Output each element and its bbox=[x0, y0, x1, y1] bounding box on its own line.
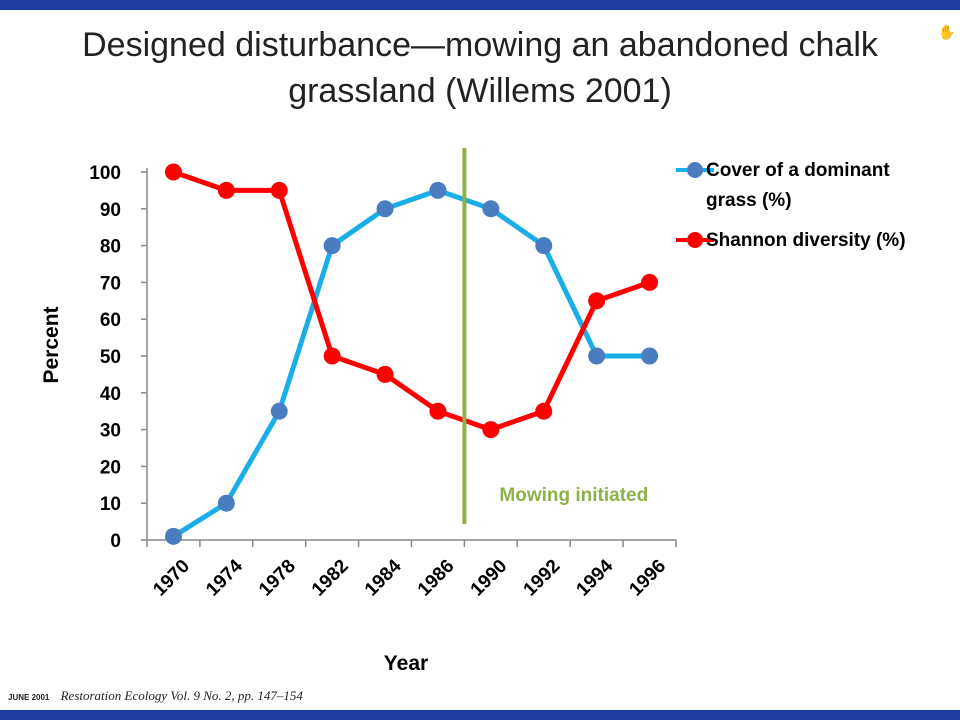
x-tick-label: 1982 bbox=[308, 556, 353, 601]
diversity-data-point bbox=[482, 421, 500, 439]
x-tick-label: 1978 bbox=[255, 556, 300, 601]
citation: JUNE 2001 Restoration Ecology Vol. 9 No.… bbox=[8, 688, 303, 704]
chart-axes bbox=[141, 168, 677, 547]
top-frame-bar bbox=[0, 0, 960, 10]
y-axis-title: Percent bbox=[40, 306, 63, 383]
mowing-marker-group: Mowing initiated bbox=[462, 148, 648, 524]
cover-data-point bbox=[323, 237, 341, 255]
x-tick-label: 1994 bbox=[572, 555, 617, 600]
x-tick-label: 1974 bbox=[202, 555, 247, 600]
slide-title-line-1: Designed disturbance—mowing an abandoned… bbox=[82, 26, 878, 64]
diversity-data-point bbox=[270, 181, 288, 199]
slide-title-line-2: grassland (Willems 2001) bbox=[288, 72, 672, 110]
x-tick-label: 1990 bbox=[467, 556, 512, 601]
y-tick-label: 20 bbox=[100, 457, 121, 478]
cover-data-point bbox=[164, 527, 182, 545]
diversity-data-point bbox=[588, 292, 606, 310]
bottom-frame-bar bbox=[0, 710, 960, 720]
diversity-data-point bbox=[376, 365, 394, 383]
x-tick-label: 1992 bbox=[520, 556, 565, 601]
y-tick-label: 50 bbox=[100, 347, 121, 368]
citation-reference: Restoration Ecology Vol. 9 No. 2, pp. 14… bbox=[60, 688, 303, 703]
chart-series bbox=[164, 163, 659, 545]
y-tick-label: 100 bbox=[89, 163, 121, 184]
cover-data-point bbox=[641, 347, 659, 365]
cover-data-point bbox=[535, 237, 553, 255]
legend-cover-marker bbox=[687, 162, 703, 178]
diversity-data-point bbox=[217, 181, 235, 199]
cover-data-point bbox=[376, 200, 394, 218]
cover-data-point bbox=[429, 181, 447, 199]
diversity-data-point bbox=[323, 347, 341, 365]
y-tick-label: 30 bbox=[100, 421, 121, 442]
x-tick-label: 1970 bbox=[149, 556, 194, 601]
mowing-initiated-label: Mowing initiated bbox=[499, 485, 648, 506]
x-axis-title: Year bbox=[384, 652, 428, 675]
cover-data-point bbox=[588, 347, 606, 365]
legend-diversity-label: Shannon diversity (%) bbox=[706, 230, 906, 251]
diversity-series-line bbox=[172, 169, 651, 433]
x-tick-label: 1996 bbox=[625, 556, 670, 601]
diversity-data-point bbox=[164, 163, 182, 181]
citation-date: JUNE 2001 bbox=[8, 693, 50, 702]
x-tick-label: 1984 bbox=[361, 555, 406, 600]
legend-cover-label-2: grass (%) bbox=[706, 190, 792, 211]
y-tick-label: 10 bbox=[100, 494, 121, 515]
y-tick-label: 0 bbox=[110, 531, 121, 552]
slide-title: Designed disturbance—mowing an abandoned… bbox=[30, 22, 930, 114]
y-tick-label: 60 bbox=[100, 310, 121, 331]
cover-data-point bbox=[482, 200, 500, 218]
y-tick-label: 90 bbox=[100, 200, 121, 221]
y-tick-label: 80 bbox=[100, 237, 121, 258]
y-tick-label: 70 bbox=[100, 273, 121, 294]
legend-diversity-marker bbox=[687, 232, 703, 248]
y-tick-label: 40 bbox=[100, 384, 121, 405]
cover-data-point bbox=[270, 402, 288, 420]
cover-series-line bbox=[172, 187, 650, 539]
diversity-data-point bbox=[535, 402, 553, 420]
x-tick-label: 1986 bbox=[414, 556, 459, 601]
chart-legend: Cover of a dominant grass (%) Shannon di… bbox=[676, 160, 906, 251]
legend-cover-label-1: Cover of a dominant bbox=[706, 160, 890, 181]
cover-data-point bbox=[217, 494, 235, 512]
diversity-data-point bbox=[641, 273, 659, 291]
diversity-data-point bbox=[429, 402, 447, 420]
hand-cursor-icon: ✋ bbox=[938, 24, 956, 40]
